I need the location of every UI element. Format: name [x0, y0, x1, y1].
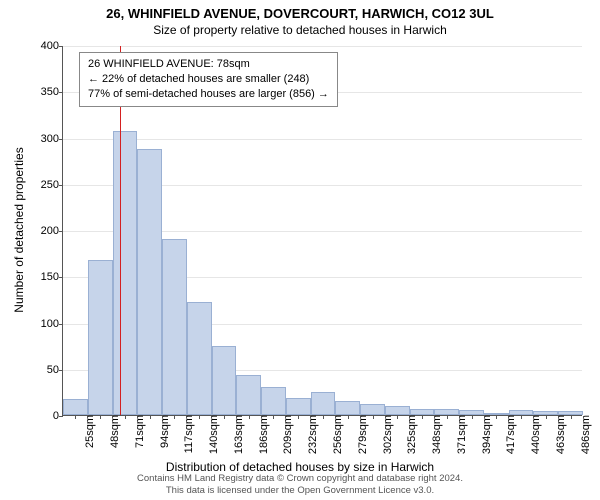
xtick-mark [224, 415, 225, 419]
xtick-mark [546, 415, 547, 419]
bar [311, 392, 336, 415]
bar [88, 260, 113, 415]
xtick-label: 209sqm [278, 415, 294, 454]
xtick-mark [150, 415, 151, 419]
xtick-label: 117sqm [179, 415, 195, 453]
xtick-mark [249, 415, 250, 419]
xtick-label: 371sqm [452, 415, 468, 454]
ytick-label: 250 [41, 179, 63, 191]
credit-line-1: Contains HM Land Registry data © Crown c… [0, 473, 600, 485]
bar [385, 406, 410, 415]
xtick-label: 186sqm [254, 415, 270, 454]
x-axis-label: Distribution of detached houses by size … [0, 460, 600, 474]
xtick-mark [199, 415, 200, 419]
xtick-mark [174, 415, 175, 419]
bar [236, 375, 261, 415]
gridline [63, 139, 582, 140]
xtick-mark [348, 415, 349, 419]
info-line-2: ← 22% of detached houses are smaller (24… [88, 72, 329, 87]
xtick-label: 417sqm [501, 415, 517, 454]
xtick-mark [100, 415, 101, 419]
xtick-mark [298, 415, 299, 419]
chart-area: 05010015020025030035040025sqm48sqm71sqm9… [62, 46, 582, 416]
xtick-label: 279sqm [353, 415, 369, 454]
bar [286, 398, 311, 415]
xtick-mark [496, 415, 497, 419]
xtick-mark [323, 415, 324, 419]
xtick-label: 256sqm [328, 415, 344, 454]
plot-area: 05010015020025030035040025sqm48sqm71sqm9… [62, 46, 582, 416]
xtick-label: 48sqm [105, 415, 121, 448]
y-axis-label: Number of detached properties [12, 147, 26, 312]
info-line-1: 26 WHINFIELD AVENUE: 78sqm [88, 57, 329, 72]
ytick-label: 0 [53, 410, 63, 422]
xtick-mark [273, 415, 274, 419]
xtick-mark [472, 415, 473, 419]
bar [162, 239, 187, 415]
ytick-label: 50 [47, 364, 63, 376]
xtick-label: 94sqm [155, 415, 171, 448]
ytick-label: 150 [41, 271, 63, 283]
info-box: 26 WHINFIELD AVENUE: 78sqm ← 22% of deta… [79, 52, 338, 107]
xtick-mark [571, 415, 572, 419]
bar [212, 346, 237, 415]
ytick-label: 200 [41, 225, 63, 237]
credit-line-2: This data is licensed under the Open Gov… [0, 485, 600, 497]
xtick-label: 463sqm [551, 415, 567, 454]
credit-text: Contains HM Land Registry data © Crown c… [0, 473, 600, 497]
xtick-mark [422, 415, 423, 419]
gridline [63, 46, 582, 47]
xtick-mark [75, 415, 76, 419]
xtick-label: 325sqm [402, 415, 418, 454]
bar [261, 387, 286, 415]
ytick-label: 400 [41, 40, 63, 52]
xtick-mark [373, 415, 374, 419]
xtick-mark [125, 415, 126, 419]
bar [63, 399, 88, 415]
bar [137, 149, 162, 415]
info-line-3: 77% of semi-detached houses are larger (… [88, 87, 329, 102]
xtick-label: 140sqm [204, 415, 220, 454]
ytick-label: 100 [41, 318, 63, 330]
xtick-label: 163sqm [229, 415, 245, 454]
xtick-mark [397, 415, 398, 419]
xtick-mark [521, 415, 522, 419]
bar [187, 302, 212, 415]
bar [113, 131, 138, 415]
bar [335, 401, 360, 415]
xtick-label: 348sqm [427, 415, 443, 454]
xtick-label: 440sqm [526, 415, 542, 454]
ytick-label: 300 [41, 133, 63, 145]
xtick-label: 71sqm [130, 415, 146, 448]
xtick-mark [447, 415, 448, 419]
xtick-label: 394sqm [477, 415, 493, 454]
xtick-label: 302sqm [378, 415, 394, 454]
bar [360, 404, 385, 415]
chart-title: 26, WHINFIELD AVENUE, DOVERCOURT, HARWIC… [0, 0, 600, 21]
chart-subtitle: Size of property relative to detached ho… [0, 21, 600, 41]
xtick-label: 486sqm [576, 415, 592, 454]
ytick-label: 350 [41, 86, 63, 98]
xtick-label: 232sqm [303, 415, 319, 454]
xtick-label: 25sqm [80, 415, 96, 448]
